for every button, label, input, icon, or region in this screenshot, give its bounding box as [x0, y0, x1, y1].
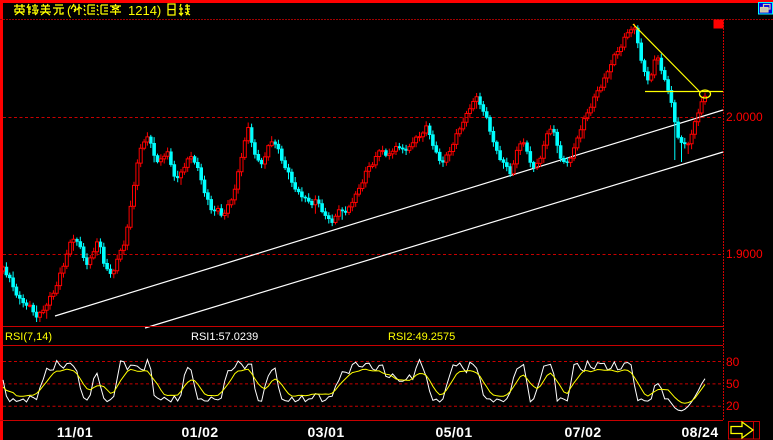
svg-text:2.0000: 2.0000: [726, 110, 763, 124]
svg-text:03/01: 03/01: [307, 424, 344, 440]
svg-text:08/24: 08/24: [681, 424, 718, 440]
svg-text:80: 80: [726, 355, 740, 369]
svg-text:1.9000: 1.9000: [726, 247, 763, 261]
svg-text:01/02: 01/02: [181, 424, 218, 440]
svg-text:11/01: 11/01: [57, 424, 93, 440]
svg-text:05/01: 05/01: [435, 424, 472, 440]
svg-text:RSI2:49.2575: RSI2:49.2575: [388, 331, 455, 343]
svg-text:RSI(7,14): RSI(7,14): [5, 331, 52, 343]
svg-text:1214): 1214): [128, 3, 161, 18]
svg-text:20: 20: [726, 399, 740, 413]
svg-text:(: (: [67, 3, 72, 18]
svg-text:50: 50: [726, 377, 740, 391]
svg-text:07/02: 07/02: [564, 424, 601, 440]
svg-text:RSI1:57.0239: RSI1:57.0239: [191, 331, 258, 343]
